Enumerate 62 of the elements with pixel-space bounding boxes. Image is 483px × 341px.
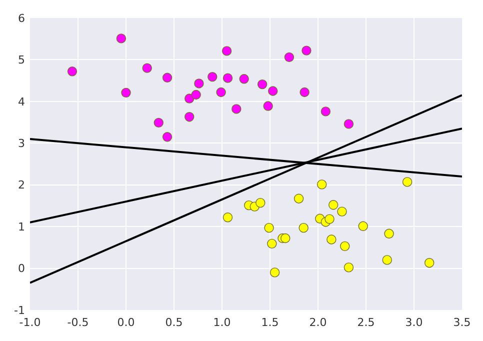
point [264, 222, 274, 233]
point [257, 79, 268, 90]
point [382, 255, 392, 265]
x-tick-label: 3.0 [405, 316, 423, 329]
point [222, 73, 233, 83]
point [116, 34, 126, 44]
point [300, 87, 310, 98]
point [320, 106, 331, 116]
point [263, 101, 273, 111]
x-tick-label: 0.5 [165, 316, 183, 329]
x-tick-label: -1.0 [19, 316, 41, 329]
point [340, 241, 350, 252]
point [208, 72, 218, 82]
point [324, 214, 334, 224]
point [184, 112, 194, 122]
point [142, 63, 152, 73]
point [191, 90, 201, 100]
point [256, 198, 266, 208]
point [194, 78, 204, 88]
point [424, 258, 434, 268]
y-tick-label: 6 [18, 12, 25, 25]
point [284, 52, 294, 62]
point [154, 118, 164, 128]
x-tick-label: -0.5 [67, 316, 89, 329]
point [121, 88, 131, 98]
point [316, 180, 327, 190]
point [280, 233, 290, 244]
point [302, 46, 312, 56]
y-tick-label: 2 [18, 178, 25, 192]
x-tick-label: 1.5 [261, 316, 279, 329]
point [267, 238, 277, 249]
x-tick-label: 2.0 [309, 316, 327, 329]
point [358, 221, 368, 231]
y-tick-label: 1 [18, 220, 25, 234]
point [328, 200, 338, 210]
point [344, 262, 354, 272]
x-tick-label: 3.5 [453, 316, 471, 329]
y-tick-label: 3 [18, 136, 25, 150]
point [216, 87, 226, 98]
x-tick-label: 2.5 [357, 316, 375, 329]
point [232, 104, 242, 114]
y-tick-label: 4 [18, 95, 25, 108]
point [239, 74, 249, 84]
point [298, 222, 308, 233]
y-tick-label: 0 [18, 262, 25, 276]
point [270, 268, 280, 278]
point [294, 194, 304, 204]
point [222, 212, 233, 222]
point [344, 119, 354, 129]
point [162, 132, 172, 142]
point [326, 234, 336, 244]
x-tick-label: 0.0 [117, 316, 135, 329]
point [67, 66, 78, 76]
x-tick-label: 1.0 [213, 316, 231, 329]
point [402, 177, 412, 187]
point [268, 86, 278, 96]
y-tick-label: 5 [18, 54, 25, 67]
point [222, 46, 232, 56]
y-tick-label: -1 [14, 304, 25, 317]
point [337, 206, 347, 216]
point [384, 228, 394, 239]
point [162, 72, 172, 82]
